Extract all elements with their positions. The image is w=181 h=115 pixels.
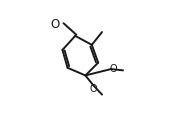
Text: O: O [109,63,117,73]
Text: O: O [51,17,60,30]
Text: O: O [90,83,97,93]
